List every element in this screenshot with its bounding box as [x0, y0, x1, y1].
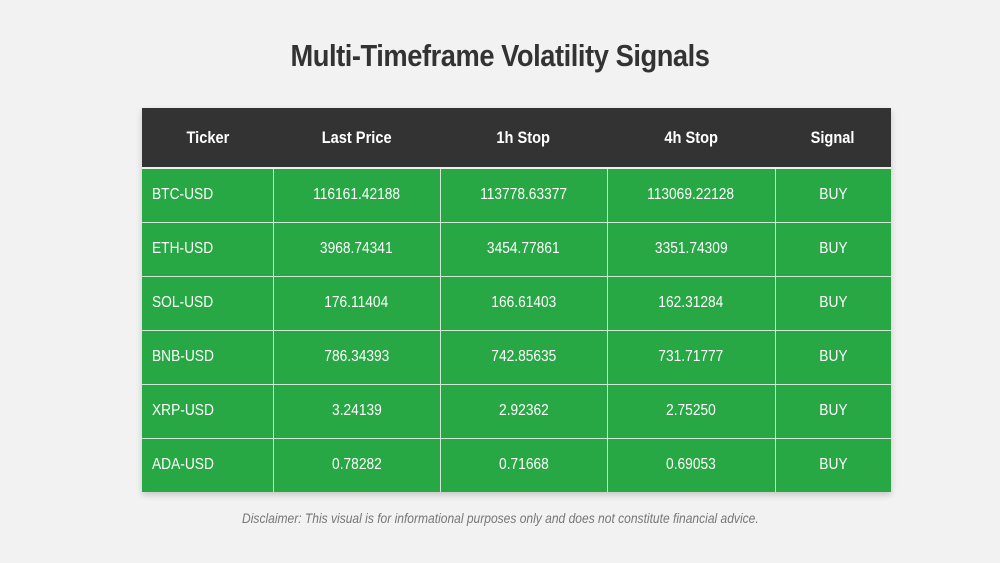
cell-ticker: BTC-USD	[142, 167, 274, 223]
cell-last-price: 786.34393	[272, 329, 441, 385]
4h-stop-text: 3351.74309	[654, 240, 728, 257]
table-row: BNB-USD 786.34393 742.85635 731.71777 BU…	[142, 329, 891, 385]
signal-text: BUY	[819, 456, 848, 474]
header-last-price: Last Price	[273, 108, 440, 168]
table-row: BTC-USD 116161.42188 113778.63377 113069…	[142, 167, 891, 223]
signals-table-container: Ticker Last Price 1h Stop 4h Stop Signal…	[142, 108, 891, 492]
cell-4h-stop: 113069.22128	[606, 167, 776, 223]
cell-ticker: ADA-USD	[142, 437, 274, 492]
1h-stop-text: 3454.77861	[487, 240, 560, 257]
header-last-price-label: Last Price	[321, 127, 392, 147]
cell-4h-stop: 162.31284	[606, 275, 776, 331]
1h-stop-text: 2.92362	[498, 402, 549, 419]
4h-stop-text: 0.69053	[666, 456, 716, 474]
last-price-text: 0.78282	[331, 456, 382, 474]
disclaimer-text: Disclaimer: This visual is for informati…	[241, 510, 759, 526]
table-row: ETH-USD 3968.74341 3454.77861 3351.74309…	[142, 221, 891, 277]
4h-stop-text: 731.71777	[658, 348, 724, 365]
cell-last-price: 3.24139	[272, 383, 441, 439]
cell-ticker: XRP-USD	[142, 383, 274, 439]
cell-ticker: SOL-USD	[142, 275, 274, 331]
cell-1h-stop: 3454.77861	[439, 221, 608, 277]
header-4h-stop-label: 4h Stop	[664, 127, 718, 147]
header-signal: Signal	[775, 108, 891, 168]
cell-4h-stop: 2.75250	[606, 383, 776, 439]
page-title: Multi-Timeframe Volatility Signals	[290, 38, 710, 73]
signal-text: BUY	[819, 240, 848, 257]
cell-1h-stop: 113778.63377	[439, 167, 608, 223]
cell-signal: BUY	[774, 275, 891, 331]
last-price-text: 176.11404	[324, 294, 389, 311]
cell-ticker: BNB-USD	[142, 329, 274, 385]
4h-stop-text: 2.75250	[666, 402, 716, 419]
4h-stop-text: 113069.22128	[647, 186, 735, 204]
cell-signal: BUY	[774, 221, 891, 277]
1h-stop-text: 742.85635	[490, 348, 557, 365]
signal-text: BUY	[819, 348, 848, 365]
ticker-text: SOL-USD	[152, 294, 214, 311]
table-row: SOL-USD 176.11404 166.61403 162.31284 BU…	[142, 275, 891, 331]
cell-1h-stop: 742.85635	[439, 329, 608, 385]
header-1h-stop: 1h Stop	[440, 108, 607, 168]
4h-stop-text: 162.31284	[658, 294, 724, 311]
cell-4h-stop: 0.69053	[606, 437, 776, 492]
cell-1h-stop: 0.71668	[439, 437, 608, 492]
last-price-text: 3.24139	[331, 402, 382, 419]
ticker-text: ETH-USD	[152, 240, 214, 257]
last-price-text: 3968.74341	[320, 240, 393, 257]
cell-last-price: 116161.42188	[272, 167, 441, 223]
header-1h-stop-label: 1h Stop	[496, 127, 551, 147]
header-row: Ticker Last Price 1h Stop 4h Stop Signal	[142, 108, 891, 168]
signal-text: BUY	[819, 402, 848, 419]
1h-stop-text: 0.71668	[498, 456, 549, 474]
cell-last-price: 3968.74341	[272, 221, 441, 277]
cell-signal: BUY	[774, 167, 891, 223]
last-price-text: 116161.42188	[313, 186, 400, 204]
ticker-text: BNB-USD	[152, 348, 214, 365]
table-body: BTC-USD 116161.42188 113778.63377 113069…	[142, 167, 891, 492]
signal-text: BUY	[819, 294, 848, 311]
cell-last-price: 0.78282	[272, 437, 441, 492]
last-price-text: 786.34393	[323, 348, 390, 365]
cell-4h-stop: 731.71777	[606, 329, 776, 385]
cell-signal: BUY	[774, 329, 891, 385]
header-signal-label: Signal	[811, 127, 855, 147]
ticker-text: BTC-USD	[152, 186, 214, 204]
cell-1h-stop: 2.92362	[439, 383, 608, 439]
header-4h-stop: 4h Stop	[607, 108, 775, 168]
ticker-text: ADA-USD	[152, 456, 214, 474]
ticker-text: XRP-USD	[152, 402, 214, 419]
1h-stop-text: 113778.63377	[480, 186, 567, 204]
cell-signal: BUY	[774, 437, 891, 492]
table-header: Ticker Last Price 1h Stop 4h Stop Signal	[142, 108, 891, 168]
header-ticker: Ticker	[142, 108, 273, 168]
header-ticker-label: Ticker	[186, 127, 229, 147]
signals-table: Ticker Last Price 1h Stop 4h Stop Signal…	[142, 108, 891, 492]
disclaimer: Disclaimer: This visual is for informati…	[0, 510, 1000, 526]
table-row: ADA-USD 0.78282 0.71668 0.69053 BUY	[142, 437, 891, 492]
cell-ticker: ETH-USD	[142, 221, 274, 277]
table-row: XRP-USD 3.24139 2.92362 2.75250 BUY	[142, 383, 891, 439]
signal-text: BUY	[819, 186, 848, 204]
cell-4h-stop: 3351.74309	[606, 221, 776, 277]
cell-1h-stop: 166.61403	[439, 275, 608, 331]
1h-stop-text: 166.61403	[490, 294, 557, 311]
cell-signal: BUY	[774, 383, 891, 439]
cell-last-price: 176.11404	[272, 275, 441, 331]
